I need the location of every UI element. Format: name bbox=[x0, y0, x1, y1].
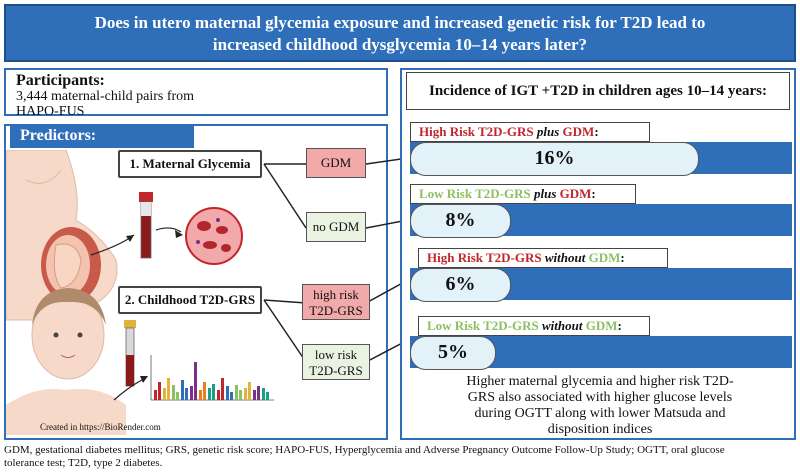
row-2-colon: : bbox=[591, 186, 596, 201]
row-3-bar-track: 6% bbox=[410, 268, 792, 302]
header-line-2: increased childhood dysglycemia 10–14 ye… bbox=[212, 35, 588, 54]
row-3-colon: : bbox=[620, 250, 625, 265]
row-1-label: High Risk T2D-GRS plus GDM: bbox=[410, 122, 650, 142]
row-1-bar: 16% bbox=[410, 142, 699, 176]
summary-text: Higher maternal glycemia and higher risk… bbox=[420, 374, 780, 438]
participants-line-2: HAPO-FUS bbox=[16, 104, 85, 119]
manhattan-plot-icon bbox=[150, 355, 274, 401]
maternal-glycemia-label: 1. Maternal Glycemia bbox=[118, 150, 262, 178]
header-banner: Does in utero maternal glycemia exposure… bbox=[4, 4, 796, 62]
connector-lines bbox=[263, 157, 409, 363]
childhood-grs-label: 2. Childhood T2D-GRS bbox=[118, 286, 262, 314]
blood-tube-2-icon bbox=[124, 320, 136, 387]
participants-box: Participants: 3,444 maternal-child pairs… bbox=[4, 68, 388, 119]
footnote-line-1: GDM, gestational diabetes mellitus; GRS,… bbox=[4, 444, 725, 456]
row-2-conj: plus bbox=[530, 186, 560, 201]
child-icon bbox=[6, 288, 126, 435]
no-gdm-box: no GDM bbox=[306, 212, 366, 242]
blood-cells-icon bbox=[185, 207, 243, 265]
low-risk-grs-box: low risk T2D-GRS bbox=[302, 344, 370, 380]
footnote-line-2: tolerance test; T2D, type 2 diabetes. bbox=[4, 457, 163, 469]
gdm-box: GDM bbox=[306, 148, 366, 178]
row-2-gdm: GDM bbox=[559, 186, 592, 201]
footnote: GDM, gestational diabetes mellitus; GRS,… bbox=[4, 444, 796, 470]
row-3-gdm: GDM bbox=[588, 250, 621, 265]
row-2-label: Low Risk T2D-GRS plus GDM: bbox=[410, 184, 636, 204]
low-risk-line-1: low risk bbox=[314, 347, 358, 362]
row-2-risk: Low Risk T2D-GRS bbox=[419, 186, 531, 201]
row-4-conj: without bbox=[538, 318, 586, 333]
predictors-title: Predictors: bbox=[10, 124, 194, 148]
row-3-risk: High Risk T2D-GRS bbox=[427, 250, 542, 265]
summary-line-3: during OGTT along with lower Matsuda and bbox=[474, 406, 726, 421]
summary-line-4: disposition indices bbox=[547, 422, 653, 437]
row-4-risk: Low Risk T2D-GRS bbox=[427, 318, 539, 333]
row-4-bar-track: 5% bbox=[410, 336, 792, 370]
row-1-gdm: GDM bbox=[562, 124, 595, 139]
row-1-conj: plus bbox=[533, 124, 563, 139]
row-1-bar-track: 16% bbox=[410, 142, 792, 176]
low-risk-line-2: T2D-GRS bbox=[309, 363, 363, 378]
predictors-illustration bbox=[6, 150, 274, 435]
high-risk-line-2: T2D-GRS bbox=[309, 303, 363, 318]
participants-line-1: 3,444 maternal-child pairs from bbox=[16, 89, 195, 104]
high-risk-grs-box: high risk T2D-GRS bbox=[302, 284, 370, 320]
row-3-conj: without bbox=[541, 250, 589, 265]
participants-title: Participants: bbox=[16, 72, 105, 89]
high-risk-line-1: high risk bbox=[313, 287, 359, 302]
row-2-bar-track: 8% bbox=[410, 204, 792, 238]
blood-tube-icon bbox=[139, 192, 153, 259]
incidence-title: Incidence of IGT +T2D in children ages 1… bbox=[406, 72, 790, 110]
row-4-colon: : bbox=[617, 318, 622, 333]
row-4-label: Low Risk T2D-GRS without GDM: bbox=[418, 316, 650, 336]
row-1-colon: : bbox=[594, 124, 599, 139]
pregnant-woman-icon bbox=[6, 150, 118, 321]
biorender-credit: Created in https://BioRender.com bbox=[40, 422, 161, 432]
row-3-label: High Risk T2D-GRS without GDM: bbox=[418, 248, 668, 268]
summary-line-1: Higher maternal glycemia and higher risk… bbox=[466, 374, 734, 389]
row-4-bar: 5% bbox=[410, 336, 496, 370]
header-line-1: Does in utero maternal glycemia exposure… bbox=[94, 13, 706, 32]
row-1-risk: High Risk T2D-GRS bbox=[419, 124, 534, 139]
row-3-bar: 6% bbox=[410, 268, 511, 302]
summary-line-2: GRS also associated with higher glucose … bbox=[467, 390, 733, 405]
row-4-gdm: GDM bbox=[585, 318, 618, 333]
row-2-bar: 8% bbox=[410, 204, 511, 238]
